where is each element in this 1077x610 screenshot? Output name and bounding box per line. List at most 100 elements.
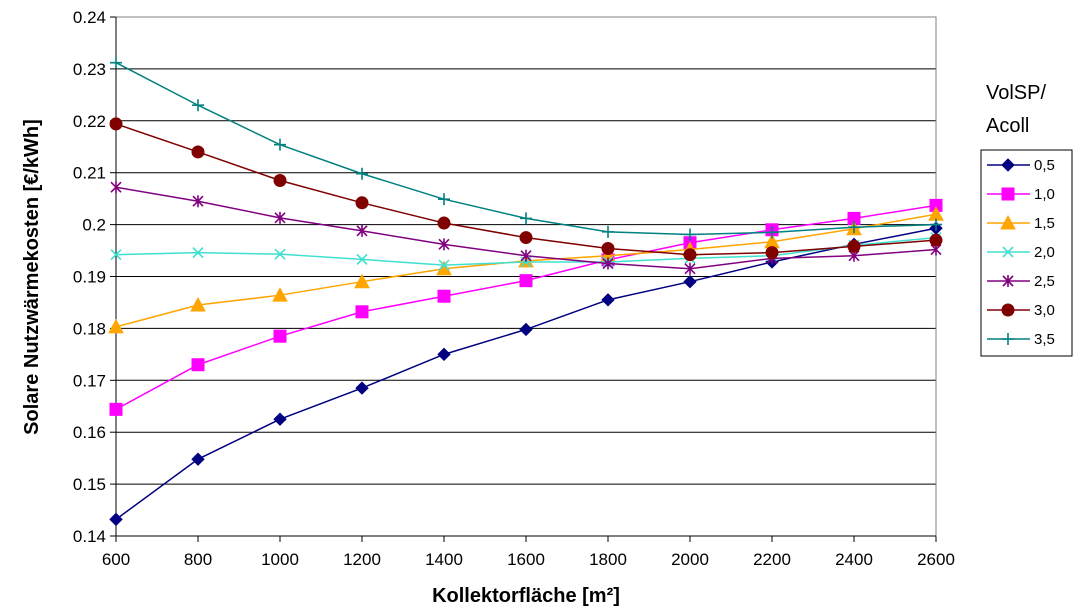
data-point bbox=[684, 228, 696, 241]
data-point bbox=[683, 248, 697, 262]
legend-marker bbox=[1002, 275, 1014, 287]
data-point bbox=[191, 145, 205, 159]
data-point bbox=[355, 381, 369, 395]
data-point bbox=[191, 452, 205, 466]
legend-marker bbox=[1002, 246, 1014, 258]
data-point bbox=[274, 211, 286, 224]
data-point bbox=[273, 173, 287, 187]
data-point bbox=[274, 138, 286, 151]
x-tick-label: 1400 bbox=[425, 550, 463, 569]
legend-marker bbox=[1001, 158, 1015, 172]
y-tick-label: 0.23 bbox=[73, 60, 106, 79]
data-point bbox=[765, 246, 779, 260]
x-axis-title: Kollektorfläche [m²] bbox=[432, 585, 620, 607]
data-point bbox=[848, 221, 860, 234]
legend-label: 2,5 bbox=[1034, 273, 1055, 290]
data-point bbox=[192, 247, 204, 259]
data-point bbox=[354, 273, 370, 289]
data-point bbox=[520, 212, 532, 225]
data-point bbox=[437, 347, 451, 362]
legend-label: 0,5 bbox=[1034, 157, 1055, 174]
data-point bbox=[684, 262, 696, 275]
legend-item: 2,0 bbox=[987, 244, 1055, 261]
data-point bbox=[273, 329, 287, 343]
y-tick-label: 0.15 bbox=[73, 475, 106, 494]
data-point bbox=[110, 181, 122, 194]
series-1,5 bbox=[108, 206, 944, 334]
data-point bbox=[437, 216, 451, 230]
legend-label: 1,5 bbox=[1034, 215, 1055, 232]
data-point bbox=[519, 274, 533, 288]
legend-item: 1,5 bbox=[987, 214, 1055, 232]
data-point bbox=[519, 231, 533, 245]
series-line bbox=[115, 62, 937, 236]
legend-label: 3,0 bbox=[1034, 302, 1055, 319]
data-point bbox=[930, 218, 942, 231]
legend-items: 0,5 1,0 1,5 2,0 2,5 3,0 3,5 bbox=[987, 157, 1055, 348]
data-point bbox=[601, 293, 615, 307]
legend-marker bbox=[1002, 333, 1014, 345]
series-layer bbox=[108, 56, 944, 527]
data-point bbox=[601, 241, 615, 255]
y-tick-label: 0.24 bbox=[73, 8, 106, 27]
data-point bbox=[438, 238, 450, 251]
x-tick-label: 1600 bbox=[507, 550, 545, 569]
y-tick-label: 0.19 bbox=[73, 268, 106, 287]
x-tick-label: 600 bbox=[102, 550, 130, 569]
series-2,5 bbox=[110, 181, 942, 275]
x-tick-label: 1800 bbox=[589, 550, 627, 569]
data-point bbox=[109, 117, 123, 131]
legend-item: 2,5 bbox=[987, 273, 1055, 290]
axes bbox=[115, 17, 936, 537]
x-tick-label: 2600 bbox=[917, 550, 955, 569]
data-point bbox=[355, 305, 369, 319]
legend-label: 3,5 bbox=[1034, 331, 1055, 348]
legend: VolSP/ Acoll 0,5 1,0 1,5 2,0 2,5 3,0 3,5 bbox=[980, 82, 1073, 357]
data-point bbox=[356, 224, 368, 237]
x-tick-label: 1200 bbox=[343, 550, 381, 569]
y-tick-label: 0.2 bbox=[82, 216, 106, 235]
x-tick-label: 2000 bbox=[671, 550, 709, 569]
data-point bbox=[274, 248, 286, 260]
y-tick-label: 0.17 bbox=[73, 371, 106, 390]
data-point bbox=[683, 274, 697, 289]
x-tick-label: 2200 bbox=[753, 550, 791, 569]
data-point bbox=[766, 226, 778, 239]
data-point bbox=[273, 412, 287, 426]
x-tick-label: 1000 bbox=[261, 550, 299, 569]
data-point bbox=[272, 287, 288, 302]
legend-box bbox=[980, 149, 1073, 357]
series-line bbox=[115, 227, 937, 520]
data-point bbox=[929, 233, 943, 247]
data-point bbox=[356, 253, 368, 265]
legend-item: 3,5 bbox=[987, 331, 1055, 348]
y-tick-label: 0.22 bbox=[73, 112, 106, 131]
data-point bbox=[602, 257, 614, 270]
y-tick-label: 0.21 bbox=[73, 164, 106, 183]
data-point bbox=[519, 322, 533, 337]
y-tick-label: 0.16 bbox=[73, 423, 106, 442]
data-point bbox=[109, 402, 123, 416]
legend-marker bbox=[1000, 214, 1016, 230]
y-tick-label: 0.14 bbox=[73, 527, 106, 546]
data-point bbox=[110, 56, 122, 69]
series-0,5 bbox=[109, 221, 943, 527]
data-point bbox=[110, 249, 122, 261]
data-point bbox=[437, 289, 451, 303]
data-point bbox=[847, 239, 861, 253]
legend-marker bbox=[1001, 187, 1015, 201]
legend-title-line1: VolSP/ bbox=[986, 82, 1046, 104]
data-point bbox=[438, 193, 450, 206]
data-point bbox=[355, 196, 369, 210]
series-3,0 bbox=[109, 117, 943, 262]
data-point bbox=[438, 259, 450, 271]
data-point bbox=[190, 296, 206, 312]
legend-item: 3,0 bbox=[987, 302, 1055, 319]
legend-label: 2,0 bbox=[1034, 244, 1055, 261]
data-point bbox=[520, 249, 532, 262]
legend-label: 1,0 bbox=[1034, 186, 1055, 203]
x-tick-label: 800 bbox=[184, 550, 212, 569]
data-point bbox=[602, 225, 614, 238]
legend-marker bbox=[1001, 303, 1015, 317]
